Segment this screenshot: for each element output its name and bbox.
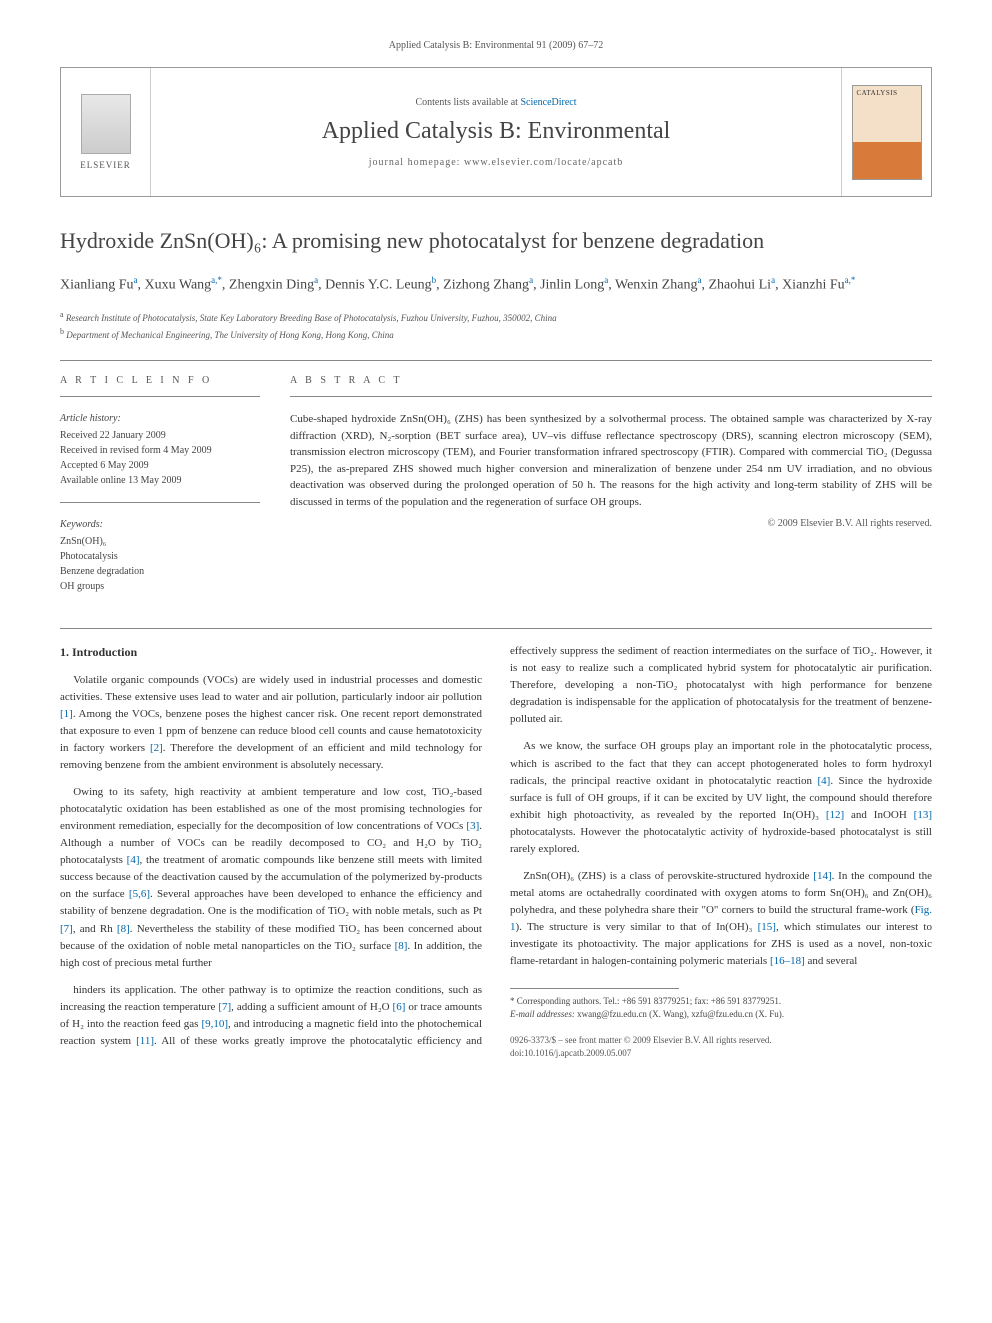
article-history: Article history: Received 22 January 200… — [60, 411, 260, 488]
article-title: Hydroxide ZnSn(OH)₆: A promising new pho… — [60, 227, 932, 256]
corresponding-footnote: * Corresponding authors. Tel.: +86 591 8… — [510, 995, 932, 1020]
body-paragraph: Owing to its safety, high reactivity at … — [60, 784, 482, 972]
sciencedirect-link[interactable]: ScienceDirect — [520, 97, 576, 108]
keyword-line: Photocatalysis — [60, 549, 260, 564]
masthead-center: Contents lists available at ScienceDirec… — [151, 68, 841, 196]
citation-ref[interactable]: [9,10] — [201, 1018, 228, 1030]
section-heading: 1. Introduction — [60, 643, 482, 662]
cover-block: CATALYSIS — [841, 68, 931, 196]
citation-ref[interactable]: [8] — [117, 923, 130, 935]
footnote-label: Corresponding authors. Tel.: +86 591 837… — [517, 996, 781, 1006]
issn-line: 0926-3373/$ – see front matter © 2009 El… — [510, 1034, 932, 1047]
history-line: Received 22 January 2009 — [60, 428, 260, 443]
citation-ref[interactable]: [13] — [914, 809, 932, 821]
cover-label: CATALYSIS — [857, 89, 898, 97]
citation-ref[interactable]: [3] — [466, 820, 479, 832]
keyword-line: OH groups — [60, 579, 260, 594]
divider — [290, 396, 932, 397]
abstract-text: Cube-shaped hydroxide ZnSn(OH)₆ (ZHS) ha… — [290, 411, 932, 510]
history-line: Available online 13 May 2009 — [60, 473, 260, 488]
divider — [60, 628, 932, 629]
abstract-heading: A B S T R A C T — [290, 375, 932, 386]
page-root: Applied Catalysis B: Environmental 91 (2… — [0, 0, 992, 1099]
footnote-emails: xwang@fzu.edu.cn (X. Wang), xzfu@fzu.edu… — [577, 1009, 784, 1019]
info-abstract-row: A R T I C L E I N F O Article history: R… — [60, 375, 932, 608]
history-line: Accepted 6 May 2009 — [60, 458, 260, 473]
keyword-line: Benzene degradation — [60, 564, 260, 579]
citation-ref[interactable]: [7] — [218, 1001, 231, 1013]
publisher-block: ELSEVIER — [61, 68, 151, 196]
author-list: Xianliang Fua, Xuxu Wanga,*, Zhengxin Di… — [60, 274, 932, 296]
keywords-block: Keywords: ZnSn(OH)₆PhotocatalysisBenzene… — [60, 517, 260, 594]
figure-ref[interactable]: Fig. 1 — [510, 904, 932, 933]
citation-ref[interactable]: [5,6] — [129, 888, 150, 900]
elsevier-tree-icon — [81, 94, 131, 154]
citation-ref[interactable]: [16–18] — [770, 955, 805, 967]
publisher-name: ELSEVIER — [80, 160, 131, 170]
homepage-prefix: journal homepage: — [369, 157, 464, 168]
divider — [60, 360, 932, 361]
emails-label: E-mail addresses: — [510, 1009, 575, 1019]
article-info-column: A R T I C L E I N F O Article history: R… — [60, 375, 260, 608]
citation-ref[interactable]: [7] — [60, 923, 73, 935]
body-text: 1. Introduction Volatile organic compoun… — [60, 643, 932, 1059]
footer-meta: 0926-3373/$ – see front matter © 2009 El… — [510, 1034, 932, 1059]
citation-ref[interactable]: [4] — [127, 854, 140, 866]
citation-ref[interactable]: [1] — [60, 708, 73, 720]
running-head: Applied Catalysis B: Environmental 91 (2… — [60, 40, 932, 51]
masthead: ELSEVIER Contents lists available at Sci… — [60, 67, 932, 197]
citation-ref[interactable]: [14] — [813, 870, 831, 882]
citation-ref[interactable]: [8] — [395, 940, 408, 952]
contents-prefix: Contents lists available at — [415, 97, 520, 108]
history-subhead: Article history: — [60, 411, 260, 426]
homepage-url: www.elsevier.com/locate/apcatb — [464, 157, 623, 168]
contents-line: Contents lists available at ScienceDirec… — [415, 97, 576, 108]
citation-ref[interactable]: [11] — [136, 1035, 154, 1047]
body-paragraph: Volatile organic compounds (VOCs) are wi… — [60, 672, 482, 774]
footnote-mark: * — [510, 996, 515, 1006]
citation-ref[interactable]: [2] — [150, 742, 163, 754]
body-paragraph: ZnSn(OH)₆ (ZHS) is a class of perovskite… — [510, 868, 932, 970]
divider — [60, 502, 260, 503]
article-info-heading: A R T I C L E I N F O — [60, 375, 260, 386]
footnote-separator — [510, 988, 679, 989]
journal-cover-icon: CATALYSIS — [852, 85, 922, 180]
abstract-column: A B S T R A C T Cube-shaped hydroxide Zn… — [290, 375, 932, 608]
journal-name: Applied Catalysis B: Environmental — [322, 118, 671, 145]
citation-ref[interactable]: [4] — [817, 775, 830, 787]
doi-line: doi:10.1016/j.apcatb.2009.05.007 — [510, 1047, 932, 1060]
citation-ref[interactable]: [15] — [758, 921, 776, 933]
divider — [60, 396, 260, 397]
affiliation-line: a Research Institute of Photocatalysis, … — [60, 309, 932, 326]
history-line: Received in revised form 4 May 2009 — [60, 443, 260, 458]
keywords-subhead: Keywords: — [60, 517, 260, 532]
homepage-line: journal homepage: www.elsevier.com/locat… — [369, 157, 624, 168]
body-paragraph: As we know, the surface OH groups play a… — [510, 738, 932, 857]
keyword-line: ZnSn(OH)₆ — [60, 534, 260, 549]
abstract-copyright: © 2009 Elsevier B.V. All rights reserved… — [290, 518, 932, 529]
citation-ref[interactable]: [12] — [826, 809, 844, 821]
affiliation-line: b Department of Mechanical Engineering, … — [60, 326, 932, 343]
citation-ref[interactable]: [6] — [393, 1001, 406, 1013]
affiliations: a Research Institute of Photocatalysis, … — [60, 309, 932, 342]
